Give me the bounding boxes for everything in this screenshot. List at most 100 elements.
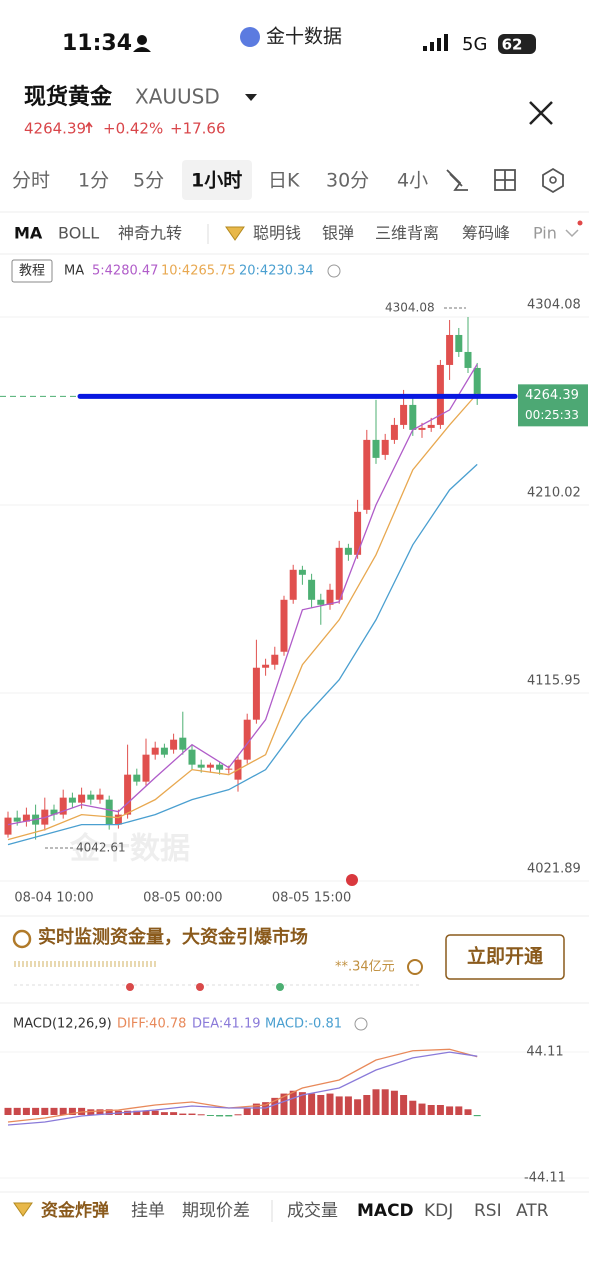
candle-body <box>326 589 334 605</box>
macd-bar <box>317 1095 325 1115</box>
timeframe-tab[interactable]: 5分 <box>133 170 164 192</box>
candle-body <box>133 774 141 782</box>
settings-icon[interactable] <box>542 167 564 194</box>
banner-text[interactable]: 实时监测资金量，大资金引爆市场 <box>38 926 308 948</box>
badge <box>577 220 583 226</box>
macd-bar <box>96 1109 104 1115</box>
candle-body <box>280 599 288 652</box>
macd-bar <box>160 1112 168 1115</box>
last-price-box <box>518 384 588 427</box>
settings-icon-dot <box>549 176 557 184</box>
banner-amount: **.34亿元 <box>335 960 395 975</box>
candle-body <box>308 579 316 600</box>
event-dot <box>346 874 358 886</box>
candle-body <box>114 814 122 825</box>
bottom-tab[interactable]: 资金炸弹 <box>41 1200 109 1221</box>
candle-body <box>289 569 297 600</box>
macd-bar <box>170 1112 178 1115</box>
bottom-tab[interactable]: ATR <box>516 1201 549 1221</box>
indicator-tab[interactable]: 聪明钱 <box>253 224 301 243</box>
timeframe-tab[interactable]: 日K <box>268 170 300 192</box>
candle-body <box>372 439 380 458</box>
macd-bar <box>206 1115 214 1116</box>
bottom-tab[interactable]: 挂单 <box>131 1201 165 1221</box>
more-arrow[interactable] <box>565 229 579 238</box>
indicator-tab[interactable]: MA <box>14 224 43 243</box>
open-button-label[interactable]: 立即开通 <box>467 945 544 968</box>
indicator-tab[interactable]: 三维背离 <box>375 224 439 243</box>
tutorial-box[interactable] <box>11 259 53 283</box>
vip-icon <box>13 1202 33 1217</box>
candle-body <box>363 439 371 510</box>
candle-body <box>335 547 343 600</box>
candle-body <box>418 427 426 430</box>
candle-body <box>68 797 76 803</box>
candle-body <box>4 817 12 835</box>
macd-bar <box>32 1107 40 1115</box>
ma-line <box>7 463 478 846</box>
candle-body <box>160 747 168 755</box>
legend-settings[interactable] <box>327 264 341 278</box>
macd-bar <box>473 1115 481 1117</box>
macd-bar <box>225 1115 233 1117</box>
candle-body <box>50 809 58 815</box>
candle-body <box>390 424 398 440</box>
y-tick-label: 4021.89 <box>527 862 581 877</box>
indicator-tab[interactable]: 银弹 <box>322 224 354 243</box>
macd-bar <box>151 1110 159 1115</box>
candle-body <box>317 599 325 605</box>
timeframe-tab[interactable]: 1分 <box>78 170 109 192</box>
macd-settings[interactable] <box>354 1017 368 1031</box>
candle-body <box>243 719 251 760</box>
timeline-dot <box>126 983 134 991</box>
close-button[interactable] <box>529 101 553 125</box>
candle-body <box>170 739 178 750</box>
timeframe-tab[interactable]: 4小 <box>397 170 428 192</box>
bottom-tab[interactable]: RSI <box>474 1201 502 1221</box>
timeframe-tab[interactable]: 30分 <box>326 170 369 192</box>
macd-bar <box>197 1114 205 1116</box>
instrument-symbol[interactable]: XAUUSD <box>135 85 220 109</box>
instrument-name: 现货黄金 <box>24 84 113 110</box>
legend-ma5: 5:4280.47 <box>92 264 158 279</box>
x-tick-label: 08-05 15:00 <box>272 891 351 906</box>
y-tick-label: 44.11 <box>526 1045 563 1060</box>
timeframe-tab[interactable]: 1小时 <box>191 170 242 192</box>
candle-body <box>262 664 270 668</box>
candle-body <box>252 667 260 720</box>
candle-body <box>271 654 279 665</box>
tutorial-label[interactable]: 教程 <box>19 263 45 279</box>
macd-bar <box>142 1110 150 1115</box>
indicator-tab[interactable]: BOLL <box>58 224 99 243</box>
bottom-tab[interactable]: 成交量 <box>287 1201 338 1221</box>
status-network: 5G <box>462 34 487 55</box>
macd-bar <box>243 1107 251 1115</box>
bottom-tab[interactable]: KDJ <box>424 1201 453 1221</box>
candle-body <box>59 797 67 815</box>
macd-bar <box>354 1099 362 1115</box>
indicator-tab[interactable]: 神奇九转 <box>118 224 182 243</box>
timeframe-selected-bg <box>182 160 252 200</box>
bottom-tab[interactable]: 期现价差 <box>182 1201 250 1221</box>
timeframe-tab[interactable]: 分时 <box>12 170 50 192</box>
y-tick-label: 4115.95 <box>527 674 581 689</box>
y-tick-label: 4304.08 <box>527 298 581 313</box>
up-arrow <box>85 121 93 133</box>
timeline-dot <box>276 983 284 991</box>
dropdown-arrow[interactable] <box>245 94 257 101</box>
indicator-tab[interactable]: Pin <box>533 224 557 243</box>
macd-bar <box>298 1092 306 1115</box>
macd-bar <box>50 1107 58 1115</box>
draw-tool-icon[interactable] <box>446 169 468 191</box>
open-button[interactable] <box>445 934 565 980</box>
bottom-tab[interactable]: MACD <box>357 1201 414 1221</box>
x-tick-label: 08-04 10:00 <box>14 891 93 906</box>
macd-bar <box>41 1107 49 1115</box>
macd-line <box>7 1051 478 1126</box>
indicator-tab[interactable]: 筹码峰 <box>462 224 510 243</box>
candle-body <box>22 814 30 822</box>
legend-ma10: 10:4265.75 <box>161 264 236 279</box>
y-tick-label: 4210.02 <box>527 486 581 501</box>
